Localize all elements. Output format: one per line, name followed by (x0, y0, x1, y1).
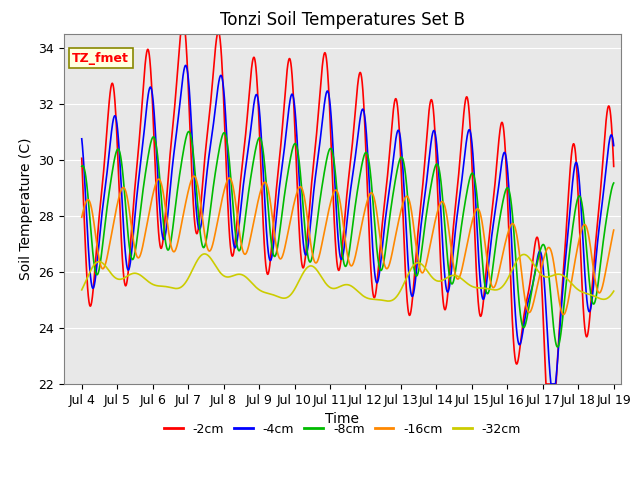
X-axis label: Time: Time (325, 412, 360, 426)
-8cm (305, 258, 313, 264)
-8cm (138, 192, 146, 198)
-8cm (185, 129, 193, 134)
-32cm (78, 287, 86, 293)
-32cm (385, 298, 392, 304)
-2cm (138, 96, 146, 102)
Y-axis label: Soil Temperature (C): Soil Temperature (C) (19, 138, 33, 280)
-16cm (78, 215, 86, 220)
Text: TZ_fmet: TZ_fmet (72, 52, 129, 65)
-32cm (610, 288, 618, 294)
-2cm (542, 381, 550, 387)
-32cm (201, 251, 209, 257)
-4cm (282, 132, 290, 138)
-4cm (170, 150, 178, 156)
-2cm (543, 381, 550, 387)
Line: -2cm: -2cm (82, 34, 614, 384)
-16cm (282, 240, 290, 246)
-8cm (542, 250, 550, 255)
-32cm (138, 274, 146, 279)
-8cm (610, 180, 618, 186)
-16cm (170, 249, 178, 254)
-4cm (138, 145, 146, 151)
Line: -16cm: -16cm (82, 176, 614, 314)
-2cm (600, 148, 607, 154)
-4cm (547, 381, 555, 387)
-32cm (543, 274, 550, 280)
-4cm (305, 236, 313, 242)
-2cm (170, 111, 178, 117)
Line: -8cm: -8cm (82, 132, 614, 347)
-32cm (282, 295, 290, 301)
-8cm (170, 216, 178, 221)
-8cm (600, 236, 607, 241)
-4cm (182, 62, 189, 68)
-2cm (177, 31, 184, 36)
-2cm (78, 156, 86, 161)
-16cm (600, 279, 607, 285)
-8cm (78, 164, 86, 169)
-16cm (305, 228, 313, 233)
Legend: -2cm, -4cm, -8cm, -16cm, -32cm: -2cm, -4cm, -8cm, -16cm, -32cm (159, 418, 526, 441)
-32cm (170, 286, 178, 291)
-8cm (554, 344, 561, 350)
-16cm (542, 248, 550, 254)
-8cm (282, 182, 290, 188)
-4cm (78, 136, 86, 142)
-16cm (559, 312, 567, 317)
-32cm (600, 297, 607, 302)
-4cm (542, 309, 550, 314)
-32cm (305, 264, 313, 269)
-16cm (190, 173, 198, 179)
-16cm (138, 245, 146, 251)
-4cm (600, 188, 607, 194)
Line: -4cm: -4cm (82, 65, 614, 384)
-16cm (610, 227, 618, 233)
Title: Tonzi Soil Temperatures Set B: Tonzi Soil Temperatures Set B (220, 11, 465, 29)
Line: -32cm: -32cm (82, 254, 614, 301)
-2cm (305, 212, 313, 217)
-2cm (610, 164, 618, 169)
-4cm (610, 143, 618, 148)
-2cm (282, 80, 290, 86)
